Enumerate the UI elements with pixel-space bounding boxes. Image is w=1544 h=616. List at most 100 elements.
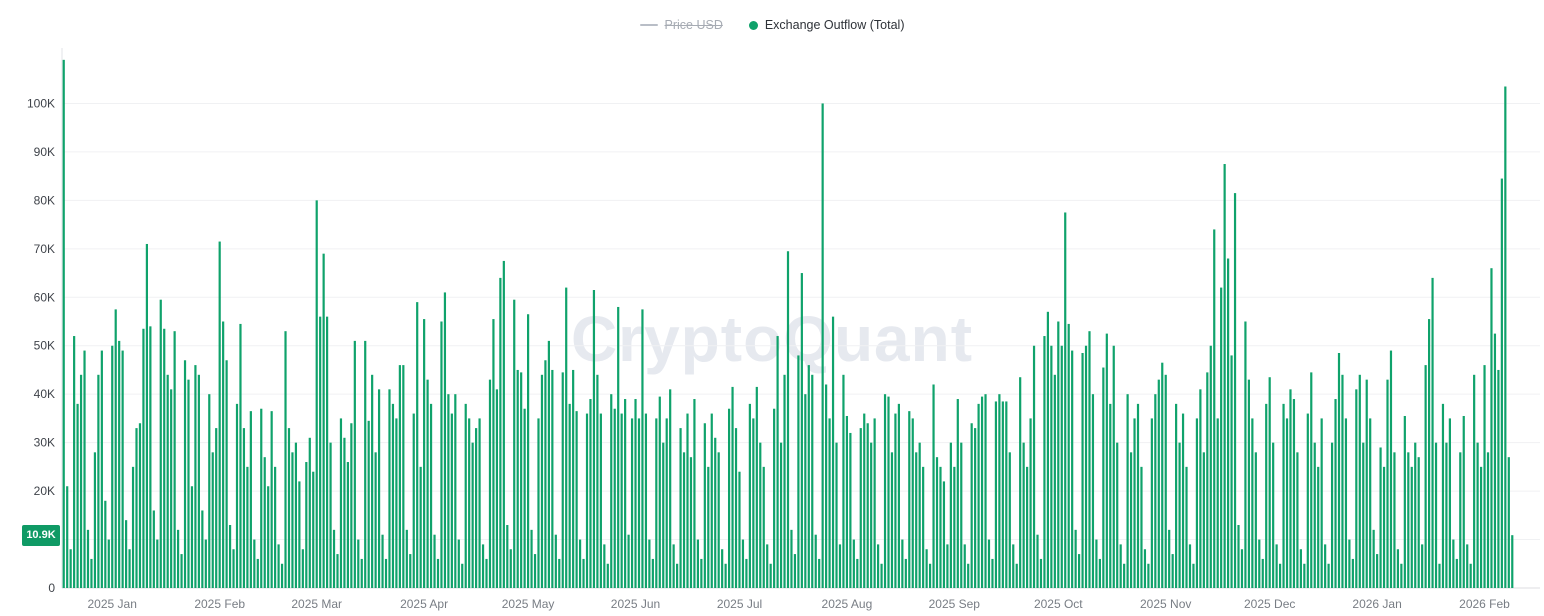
outflow-bar[interactable] <box>1161 362 1164 588</box>
outflow-bar[interactable] <box>651 558 654 588</box>
outflow-bar[interactable] <box>1330 442 1334 588</box>
outflow-bar[interactable] <box>464 403 467 588</box>
outflow-bar[interactable] <box>925 549 928 588</box>
outflow-bar[interactable] <box>606 563 609 588</box>
outflow-bar[interactable] <box>218 241 221 589</box>
outflow-bar[interactable] <box>696 539 699 588</box>
outflow-bar[interactable] <box>859 428 862 588</box>
outflow-bar[interactable] <box>759 442 762 588</box>
outflow-bar[interactable] <box>235 403 239 588</box>
outflow-bar[interactable] <box>904 558 907 588</box>
outflow-bar[interactable] <box>863 413 866 588</box>
outflow-bar[interactable] <box>935 457 939 588</box>
outflow-bar[interactable] <box>197 374 200 588</box>
outflow-bar[interactable] <box>634 399 637 588</box>
outflow-bar[interactable] <box>901 539 904 588</box>
outflow-bar[interactable] <box>755 386 758 588</box>
outflow-bar[interactable] <box>987 539 991 588</box>
outflow-bar[interactable] <box>447 394 450 588</box>
outflow-bar[interactable] <box>66 486 69 588</box>
outflow-bar[interactable] <box>1240 549 1244 588</box>
outflow-bar[interactable] <box>166 374 169 588</box>
outflow-bar[interactable] <box>104 500 107 588</box>
outflow-bar[interactable] <box>357 539 360 588</box>
outflow-bar[interactable] <box>1223 164 1226 588</box>
outflow-bar[interactable] <box>1452 539 1455 588</box>
outflow-bar[interactable] <box>1171 554 1174 588</box>
outflow-bar[interactable] <box>1143 549 1147 588</box>
outflow-bar[interactable] <box>994 401 998 588</box>
outflow-bar[interactable] <box>332 529 336 588</box>
outflow-bar[interactable] <box>1337 353 1341 588</box>
outflow-bar[interactable] <box>689 457 693 588</box>
outflow-bar[interactable] <box>62 59 65 589</box>
outflow-bar[interactable] <box>495 389 499 588</box>
outflow-bar[interactable] <box>676 563 679 588</box>
outflow-bar[interactable] <box>211 452 214 588</box>
outflow-bar[interactable] <box>433 534 436 588</box>
outflow-bar[interactable] <box>939 466 942 588</box>
outflow-bar[interactable] <box>1396 549 1400 588</box>
outflow-bar[interactable] <box>1185 466 1188 588</box>
outflow-bar[interactable] <box>724 563 727 588</box>
outflow-bar[interactable] <box>1407 452 1410 588</box>
outflow-bar[interactable] <box>381 534 384 588</box>
outflow-bar[interactable] <box>1084 345 1088 588</box>
outflow-bar[interactable] <box>1379 447 1382 588</box>
outflow-bar[interactable] <box>1077 554 1081 588</box>
outflow-bar[interactable] <box>658 396 661 588</box>
outflow-bar[interactable] <box>159 299 162 588</box>
outflow-bar[interactable] <box>1268 377 1271 588</box>
outflow-bar[interactable] <box>970 423 973 588</box>
outflow-bar[interactable] <box>111 345 114 588</box>
outflow-bar[interactable] <box>1140 466 1143 588</box>
legend-item-exchange-outflow[interactable]: Exchange Outflow (Total) <box>748 18 905 32</box>
outflow-bar[interactable] <box>818 558 821 588</box>
outflow-bar[interactable] <box>1178 442 1181 588</box>
outflow-bar[interactable] <box>232 549 235 588</box>
outflow-bar[interactable] <box>128 549 131 588</box>
outflow-bar[interactable] <box>544 360 547 588</box>
outflow-bar[interactable] <box>287 428 291 588</box>
outflow-bar[interactable] <box>1327 563 1330 588</box>
outflow-bar[interactable] <box>915 452 918 588</box>
outflow-bar[interactable] <box>152 510 155 588</box>
outflow-bar[interactable] <box>176 529 180 588</box>
outflow-bar[interactable] <box>533 554 537 588</box>
outflow-bar[interactable] <box>1057 321 1060 589</box>
outflow-bar[interactable] <box>984 394 987 588</box>
outflow-bar[interactable] <box>440 321 443 589</box>
outflow-bar[interactable] <box>395 418 398 588</box>
outflow-bar[interactable] <box>284 331 287 588</box>
outflow-bar[interactable] <box>1053 374 1056 588</box>
outflow-bar[interactable] <box>603 544 606 588</box>
outflow-bar[interactable] <box>416 302 419 588</box>
outflow-bar[interactable] <box>1462 415 1465 588</box>
outflow-bar[interactable] <box>967 563 970 588</box>
outflow-bar[interactable] <box>1209 345 1212 588</box>
outflow-bar[interactable] <box>547 340 550 588</box>
outflow-bar[interactable] <box>1074 529 1077 588</box>
outflow-bar[interactable] <box>1382 466 1386 588</box>
outflow-bar[interactable] <box>1168 529 1171 588</box>
outflow-bar[interactable] <box>1504 86 1507 589</box>
outflow-bar[interactable] <box>423 319 426 588</box>
outflow-bar[interactable] <box>540 374 544 588</box>
outflow-bar[interactable] <box>1490 268 1493 588</box>
outflow-bar[interactable] <box>596 374 599 588</box>
outflow-bar[interactable] <box>513 299 516 588</box>
outflow-bar[interactable] <box>1181 413 1185 588</box>
outflow-bar[interactable] <box>249 411 252 588</box>
outflow-bar[interactable] <box>180 554 183 588</box>
outflow-bar[interactable] <box>856 558 859 588</box>
outflow-bar[interactable] <box>911 418 914 588</box>
outflow-bar[interactable] <box>90 558 93 588</box>
outflow-bar[interactable] <box>291 452 294 588</box>
outflow-bar[interactable] <box>1448 418 1451 588</box>
outflow-bar[interactable] <box>530 529 533 588</box>
outflow-bar[interactable] <box>260 408 263 588</box>
outflow-bar[interactable] <box>173 331 176 588</box>
outflow-bar[interactable] <box>86 529 90 588</box>
outflow-bar[interactable] <box>797 355 800 588</box>
outflow-bar[interactable] <box>1147 563 1150 588</box>
